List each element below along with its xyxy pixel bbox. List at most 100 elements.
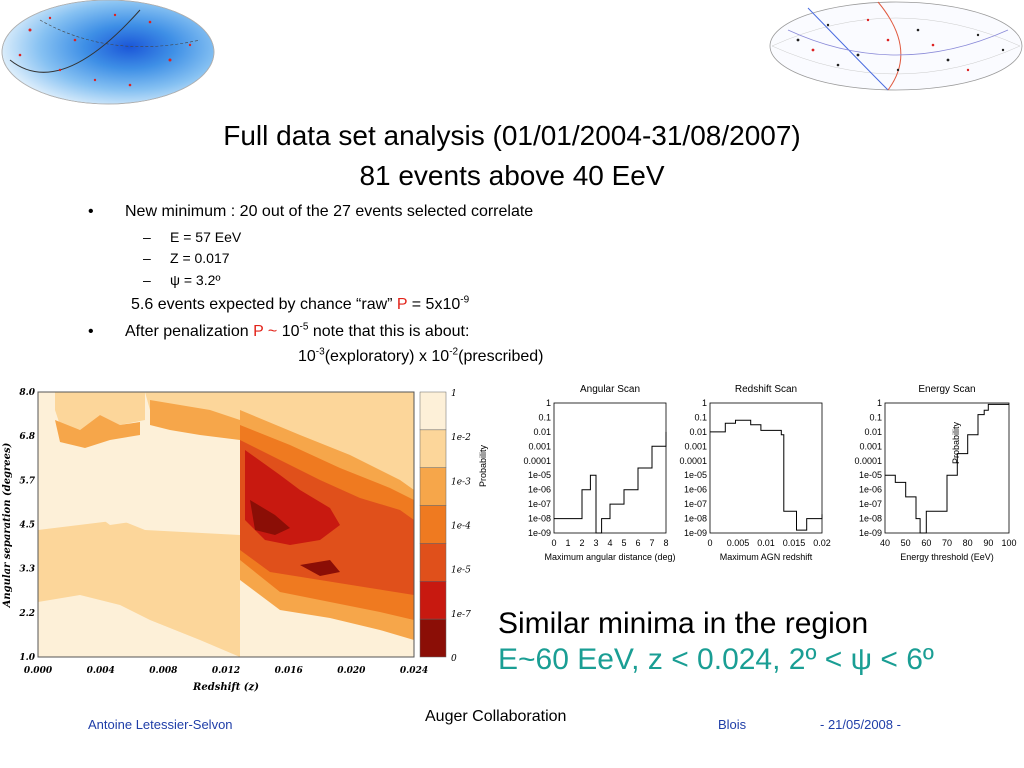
- prescribed-label: (prescribed): [458, 348, 544, 365]
- colorbar-title: Probability: [478, 444, 488, 487]
- contour-y-tick: 6.8: [19, 432, 35, 442]
- title-line-2: 81 events above 40 EeV: [359, 160, 665, 191]
- scan-x-tick: 6: [635, 538, 640, 548]
- scan-x-tick: 40: [880, 538, 890, 548]
- scan-frame: [709, 402, 823, 534]
- colorbar-label: 1e-3: [451, 477, 471, 487]
- scan-y-tick: 0.001: [859, 441, 882, 451]
- penalization-note: note that this is about:: [308, 323, 470, 340]
- scan-y-tick: 0.001: [528, 441, 551, 451]
- contour-region-pale-center-block: [90, 455, 145, 525]
- bullet-2: After penalization P ~ 10-5 note that th…: [125, 321, 470, 341]
- scan-x-label: Energy threshold (EeV): [900, 552, 994, 562]
- scan-x-tick: 0.02: [813, 538, 831, 548]
- scan-y-tick: 1e-07: [528, 499, 551, 509]
- scan-y-tick: 0.001: [684, 441, 707, 451]
- raw-text: 5.6 events expected by chance “raw”: [131, 296, 397, 313]
- scan-x-tick: 7: [649, 538, 654, 548]
- scan-y-tick: 1e-09: [528, 528, 551, 538]
- scan-y-tick: 1e-06: [859, 485, 882, 495]
- prescribed-exponent: -2: [449, 346, 459, 358]
- scan-title: Energy Scan: [918, 384, 975, 395]
- scan-x-tick: 8: [663, 538, 668, 548]
- sub-bullet-redshift: Z = 0.017: [170, 250, 230, 266]
- colorbar-swatch: [419, 467, 447, 506]
- exploratory-base: 10: [298, 348, 316, 365]
- scan-x-label: Maximum AGN redshift: [720, 552, 813, 562]
- contour-region-pale-left-block: [38, 392, 55, 520]
- prescribed-base: (exploratory) x 10: [324, 348, 450, 365]
- scan-x-label: Maximum angular distance (deg): [544, 552, 675, 562]
- scan-x-tick: 0.005: [727, 538, 750, 548]
- contour-region-light-left: [55, 392, 145, 430]
- scan-y-tick: 0.01: [689, 427, 707, 437]
- scan-y-tick: 1e-06: [528, 485, 551, 495]
- contour-colorbar: 1 1e-2 1e-3 1e-4 1e-5 1e-7 0: [419, 389, 471, 664]
- scan-y-tick: 0.1: [869, 412, 882, 422]
- scan-panel: Redshift Scan 1 0.1 0.01 0.001 0.0001 1e-05 1e-…: [679, 384, 830, 562]
- bullet-1: New minimum : 20 out of the 27 events se…: [125, 203, 534, 220]
- footer-place: Blois: [718, 717, 747, 732]
- scan-x-tick: 1: [565, 538, 570, 548]
- scan-y-tick: 1: [546, 398, 551, 408]
- colorbar-swatch: [419, 429, 447, 468]
- contour-region-deep-red: [250, 500, 290, 535]
- contour-y-tick: 1.0: [19, 653, 35, 663]
- contour-x-tick: 0.024: [400, 666, 428, 676]
- contour-y-tick: 5.7: [19, 476, 35, 486]
- exploratory-exponent: -3: [315, 346, 325, 358]
- scan-x-tick: 100: [1001, 538, 1016, 548]
- scan-x-tick: 3: [593, 538, 598, 548]
- scan-x-tick: 60: [921, 538, 931, 548]
- contour-y-label: Angular separation (degrees): [2, 442, 13, 608]
- colorbar-swatch: [419, 581, 447, 620]
- contour-y-tick: 4.5: [19, 521, 35, 531]
- scan-probability-label: Probability: [951, 421, 961, 464]
- colorbar-swatch: [419, 505, 447, 544]
- scan-y-tick: 0.1: [538, 412, 551, 422]
- scan-y-tick: 1e-05: [528, 470, 551, 480]
- scan-x-tick: 4: [607, 538, 612, 548]
- contour-y-tick: 2.2: [18, 609, 35, 619]
- scan-curve: [554, 431, 667, 534]
- scan-panel: Energy Scan 1 0.1 0.01 0.001 0.0001 1e-05 1e-06…: [854, 384, 1016, 562]
- penalization-text: After penalization: [125, 323, 254, 340]
- contour-fills: [38, 392, 414, 657]
- colorbar-swatch: [419, 391, 447, 431]
- scan-frame: [884, 402, 1010, 534]
- title-line-1: Full data set analysis (01/01/2004-31/08…: [223, 120, 801, 151]
- penalized-exponent: -5: [299, 321, 309, 333]
- scan-x-tick: 0: [707, 538, 712, 548]
- scan-x-tick: 70: [942, 538, 952, 548]
- contour-x-tick: 0.020: [337, 666, 366, 676]
- scan-y-tick: 0.0001: [854, 456, 882, 466]
- scan-title: Redshift Scan: [735, 384, 797, 395]
- raw-p-symbol: P: [396, 296, 408, 313]
- scan-plots: Angular Scan 1 0.1 0.01 0.001 0.0001 1e-05 1e-0…: [523, 384, 1016, 562]
- scan-y-tick: 1: [702, 398, 707, 408]
- contour-region-mid-top: [150, 400, 240, 440]
- scan-y-tick: 0.0001: [679, 456, 707, 466]
- skymap-right-image: [769, 1, 1023, 91]
- sub-bullet-energy: E = 57 EeV: [170, 229, 242, 245]
- penalized-value: 10: [277, 323, 300, 340]
- scan-x-tick: 50: [901, 538, 911, 548]
- similar-minima-box: Similar minima in the region E~60 EeV, z…: [498, 606, 934, 678]
- scan-y-tick: 1e-07: [684, 499, 707, 509]
- scan-y-tick: 0.0001: [523, 456, 551, 466]
- scan-y-tick: 0.1: [694, 412, 707, 422]
- colorbar-swatch: [419, 618, 447, 658]
- sub-dash-2: –: [143, 250, 151, 266]
- scan-y-tick: 1e-07: [859, 499, 882, 509]
- scan-y-tick: 1e-05: [684, 470, 707, 480]
- raw-value: = 5x10: [407, 296, 461, 313]
- contour-frame: [37, 391, 415, 658]
- scan-x-tick: 0.015: [783, 538, 806, 548]
- scan-x-tick: 0.01: [757, 538, 775, 548]
- scan-x-tick: 80: [963, 538, 973, 548]
- slide-title: Full data set analysis (01/01/2004-31/08…: [0, 116, 1024, 196]
- sub-dash-1: –: [143, 229, 151, 245]
- contour-x-tick: 0.008: [149, 666, 178, 676]
- bullet-marker-1: •: [88, 203, 94, 220]
- contour-region-mid-left: [55, 415, 140, 448]
